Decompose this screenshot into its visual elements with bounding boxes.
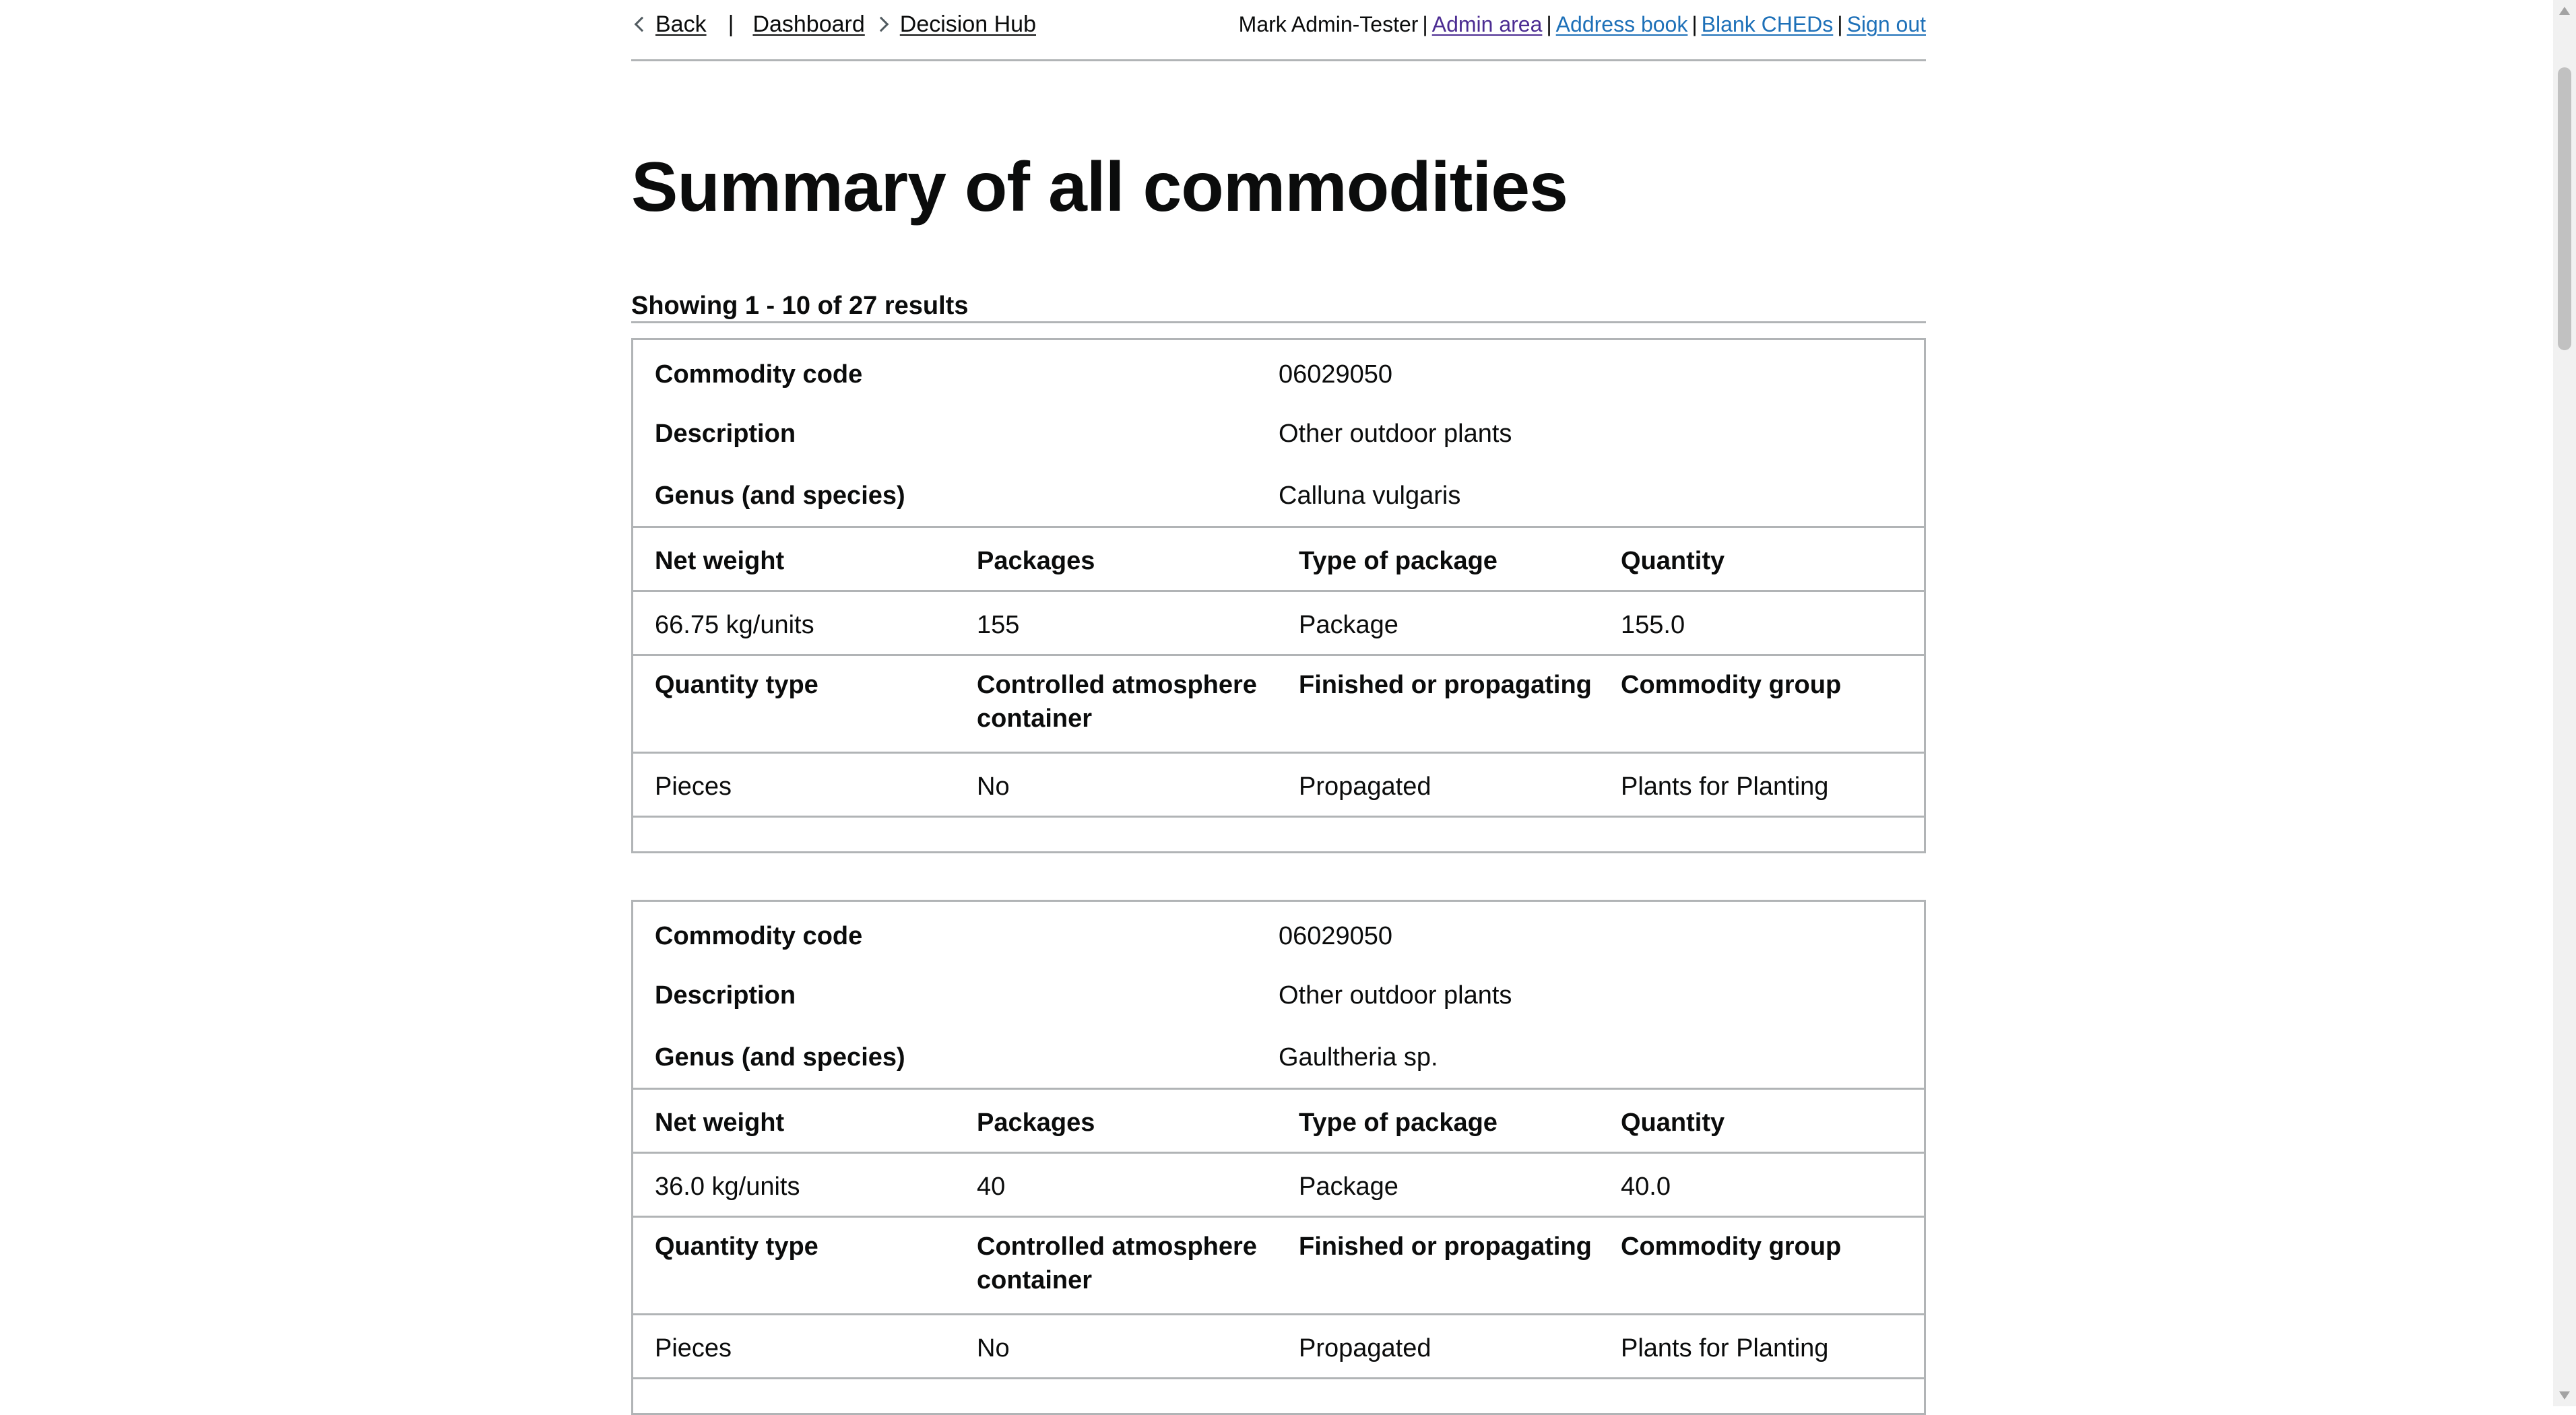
commodity-code-label: Commodity code xyxy=(655,922,863,950)
quantity-type-header: Quantity type xyxy=(655,671,818,699)
net-weight-value: 36.0 kg/units xyxy=(655,1173,800,1201)
commodity-group-value: Plants for Planting xyxy=(1621,772,1829,801)
page-container: Back | Dashboard Decision Hub Mark Admin… xyxy=(631,0,1926,1415)
table-row: Pieces No Propagated Plants for Planting xyxy=(633,1315,1924,1379)
scroll-down-arrow-icon[interactable] xyxy=(2559,1391,2570,1400)
results-count: Showing 1 - 10 of 27 results xyxy=(631,284,1926,323)
commodity-card: Commodity code 06029050 Description Othe… xyxy=(631,900,1926,1415)
quantity-type-value: Pieces xyxy=(655,1334,732,1362)
table-header-row: Net weight Packages Type of package Quan… xyxy=(633,1090,1924,1154)
quantity-value: 155.0 xyxy=(1621,611,1685,639)
quantity-type-value: Pieces xyxy=(655,772,732,801)
breadcrumb-dashboard[interactable]: Dashboard xyxy=(752,11,865,37)
quantity-header: Quantity xyxy=(1621,1109,1725,1137)
table-row: Pieces No Propagated Plants for Planting xyxy=(633,754,1924,818)
table-header-row: Quantity type Controlled atmosphere cont… xyxy=(633,1218,1924,1315)
packages-header: Packages xyxy=(977,547,1095,575)
chevron-left-icon xyxy=(634,16,650,32)
controlled-atmosphere-value: No xyxy=(977,1334,1010,1362)
breadcrumb-separator: | xyxy=(728,11,734,37)
description-value: Other outdoor plants xyxy=(1279,981,1512,1010)
net-weight-value: 66.75 kg/units xyxy=(655,611,814,639)
scrollbar-thumb[interactable] xyxy=(2558,67,2571,350)
table-row: 36.0 kg/units 40 Package 40.0 xyxy=(633,1154,1924,1218)
top-navigation: Back | Dashboard Decision Hub Mark Admin… xyxy=(631,0,1926,61)
genus-value: Calluna vulgaris xyxy=(1279,482,1461,510)
card-footer-spacer xyxy=(633,818,1924,851)
quantity-value: 40.0 xyxy=(1621,1173,1671,1201)
type-of-package-header: Type of package xyxy=(1299,547,1498,575)
back-link[interactable]: Back xyxy=(655,11,707,37)
commodity-code-label: Commodity code xyxy=(655,360,863,389)
genus-label: Genus (and species) xyxy=(655,482,905,510)
description-label: Description xyxy=(655,981,796,1010)
finished-or-propagating-value: Propagated xyxy=(1299,1334,1431,1362)
packages-header: Packages xyxy=(977,1109,1095,1137)
table-header-row: Net weight Packages Type of package Quan… xyxy=(633,528,1924,592)
description-label: Description xyxy=(655,420,796,448)
net-weight-header: Net weight xyxy=(655,547,785,575)
finished-or-propagating-header: Finished or propagating xyxy=(1299,1232,1592,1261)
page-title: Summary of all commodities xyxy=(631,148,1568,226)
commodity-group-header: Commodity group xyxy=(1621,1232,1842,1261)
genus-label: Genus (and species) xyxy=(655,1043,905,1072)
blank-cheds-link[interactable]: Blank CHEDs xyxy=(1701,11,1834,36)
packages-value: 155 xyxy=(977,611,1020,639)
pipe-separator: | xyxy=(1692,11,1698,36)
table-row: 66.75 kg/units 155 Package 155.0 xyxy=(633,592,1924,656)
scroll-up-arrow-icon[interactable] xyxy=(2559,7,2570,15)
table-header-row: Quantity type Controlled atmosphere cont… xyxy=(633,656,1924,754)
breadcrumb: Back | Dashboard Decision Hub xyxy=(631,11,1036,38)
finished-or-propagating-value: Propagated xyxy=(1299,772,1431,801)
controlled-atmosphere-header: Controlled atmosphere container xyxy=(977,671,1257,733)
controlled-atmosphere-value: No xyxy=(977,772,1010,801)
type-of-package-header: Type of package xyxy=(1299,1109,1498,1137)
net-weight-header: Net weight xyxy=(655,1109,785,1137)
commodity-group-header: Commodity group xyxy=(1621,671,1842,699)
breadcrumb-decision-hub[interactable]: Decision Hub xyxy=(899,11,1036,37)
account-links: Mark Admin-Tester | Admin area | Address… xyxy=(1239,11,1926,38)
quantity-header: Quantity xyxy=(1621,547,1725,575)
quantity-type-header: Quantity type xyxy=(655,1232,818,1261)
user-name: Mark Admin-Tester xyxy=(1238,11,1419,36)
commodity-group-value: Plants for Planting xyxy=(1621,1334,1829,1362)
type-of-package-value: Package xyxy=(1299,1173,1398,1201)
pipe-separator: | xyxy=(1422,11,1428,36)
description-value: Other outdoor plants xyxy=(1279,420,1512,448)
controlled-atmosphere-header: Controlled atmosphere container xyxy=(977,1232,1257,1294)
type-of-package-value: Package xyxy=(1299,611,1398,639)
pipe-separator: | xyxy=(1546,11,1552,36)
vertical-scrollbar[interactable] xyxy=(2553,0,2576,1406)
pipe-separator: | xyxy=(1837,11,1843,36)
address-book-link[interactable]: Address book xyxy=(1555,11,1688,36)
sign-out-link[interactable]: Sign out xyxy=(1846,11,1926,36)
packages-value: 40 xyxy=(977,1173,1006,1201)
admin-area-link[interactable]: Admin area xyxy=(1431,11,1543,36)
genus-value: Gaultheria sp. xyxy=(1279,1043,1438,1072)
card-footer-spacer xyxy=(633,1379,1924,1413)
commodity-card: Commodity code 06029050 Description Othe… xyxy=(631,338,1926,853)
commodity-code-value: 06029050 xyxy=(1279,922,1393,950)
commodity-code-value: 06029050 xyxy=(1279,360,1393,389)
finished-or-propagating-header: Finished or propagating xyxy=(1299,671,1592,699)
chevron-right-icon xyxy=(873,16,889,32)
